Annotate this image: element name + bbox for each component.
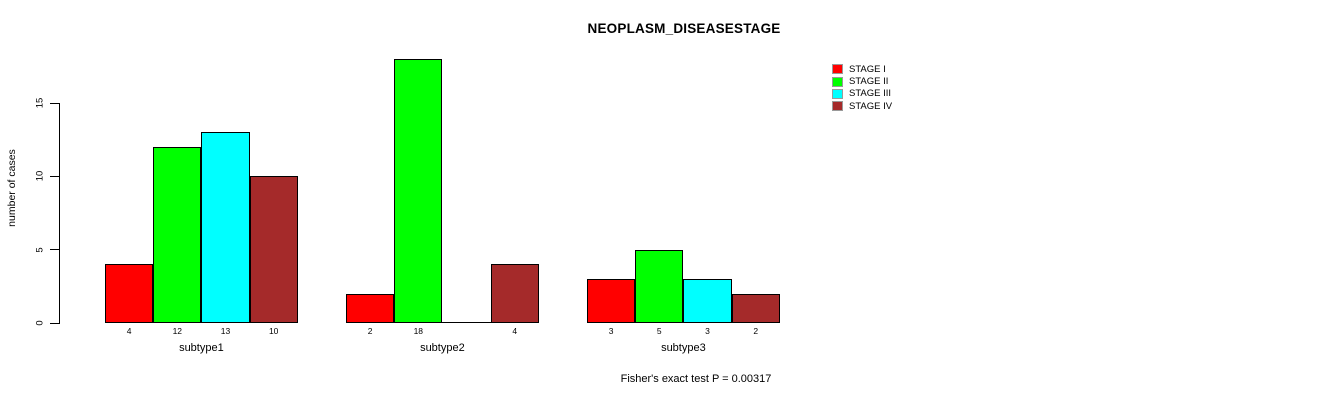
bar-value-label: 3 [608,326,614,336]
bar-value-label: 2 [753,326,759,336]
bar-stage-ii [635,249,684,323]
legend-swatch [832,64,843,75]
bar-stage-ii [394,59,443,323]
bar-value-label: 10 [268,326,279,336]
y-axis-tick-label: 15 [34,97,46,109]
bar-value-label: 4 [126,326,132,336]
y-axis-tick [50,322,59,324]
y-axis-tick [50,102,59,104]
legend-label: STAGE II [849,76,889,88]
legend-label: STAGE IV [849,100,893,112]
legend: STAGE I STAGE II STAGE III STAGE IV [832,63,892,113]
chart-title: NEOPLASM_DISEASESTAGE [587,21,781,36]
bar-value-label: 5 [656,326,662,336]
y-axis-tick [50,249,59,251]
bar-stage-i [105,264,154,323]
legend-item: STAGE I [832,63,892,75]
y-axis-tick-label: 10 [34,171,46,182]
y-axis-title: number of cases [6,149,18,227]
category-label: subtype2 [420,342,465,354]
bar-zero-line [442,322,491,323]
fisher-test-note: Fisher's exact test P = 0.00317 [620,373,772,385]
bar-value-label: 13 [220,326,231,336]
bar-value-label: 18 [413,326,424,336]
bar-value-label: 4 [512,326,518,336]
category-label: subtype1 [179,342,224,354]
legend-item: STAGE IV [832,100,892,112]
bar-stage-iii [201,132,250,323]
legend-swatch [832,76,843,87]
legend-item: STAGE II [832,75,892,87]
bar-stage-iv [731,293,780,323]
legend-item: STAGE III [832,88,892,100]
legend-swatch [832,88,843,99]
legend-swatch [832,101,843,112]
legend-label: STAGE I [849,63,886,75]
bar-value-label: 2 [367,326,373,336]
bar-value-label: 3 [705,326,710,336]
bar-stage-iii [683,279,732,323]
bar-value-label: 12 [172,326,183,336]
y-axis-tick-label: 0 [34,320,46,326]
y-axis-tick [50,175,59,177]
y-axis-line [59,103,60,324]
bar-stage-i [346,293,395,323]
bar-stage-iv [490,264,539,323]
bar-stage-ii [153,147,202,323]
category-label: subtype3 [661,342,706,354]
y-axis-tick-label: 5 [34,247,46,253]
legend-label: STAGE III [849,88,892,100]
bar-stage-i [587,279,636,323]
bar-stage-iv [249,176,298,323]
